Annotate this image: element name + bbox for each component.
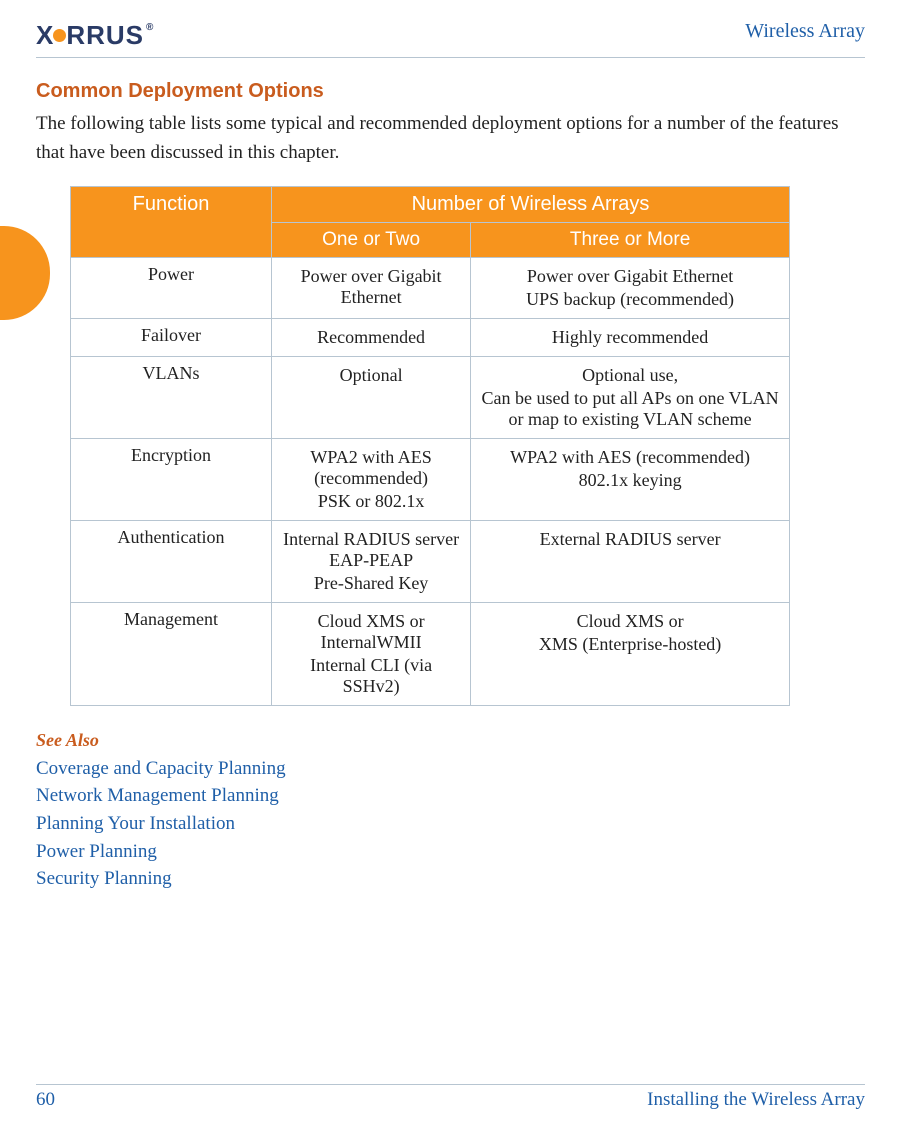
cell-line: Internal RADIUS server EAP-PEAP	[282, 529, 460, 571]
cell-function: Authentication	[71, 520, 272, 602]
see-also-link[interactable]: Network Management Planning	[36, 782, 865, 810]
cell-function: Management	[71, 602, 272, 705]
see-also-links: Coverage and Capacity PlanningNetwork Ma…	[36, 755, 865, 893]
cell-function: Power	[71, 257, 272, 318]
page-side-tab	[0, 226, 50, 320]
brand-prefix: X	[36, 20, 54, 51]
see-also-link[interactable]: Coverage and Capacity Planning	[36, 755, 865, 783]
cell-one-or-two: Recommended	[272, 318, 471, 356]
cell-three-or-more: Optional use,Can be used to put all APs …	[471, 356, 790, 438]
see-also-link[interactable]: Power Planning	[36, 838, 865, 866]
cell-line: Power over Gigabit Ethernet	[481, 266, 779, 287]
cell-line: XMS (Enterprise-hosted)	[481, 634, 779, 655]
table-row: ManagementCloud XMS or InternalWMIIInter…	[71, 602, 790, 705]
see-also-link[interactable]: Security Planning	[36, 865, 865, 893]
cell-function: Encryption	[71, 438, 272, 520]
cell-line: WPA2 with AES (recommended)	[282, 447, 460, 489]
cell-line: PSK or 802.1x	[282, 491, 460, 512]
table-row: AuthenticationInternal RADIUS server EAP…	[71, 520, 790, 602]
cell-one-or-two: Optional	[272, 356, 471, 438]
cell-line: Can be used to put all APs on one VLAN o…	[481, 388, 779, 430]
see-also-link[interactable]: Planning Your Installation	[36, 810, 865, 838]
cell-line: Cloud XMS or InternalWMII	[282, 611, 460, 653]
cell-three-or-more: Cloud XMS orXMS (Enterprise-hosted)	[471, 602, 790, 705]
brand-suffix: RRUS	[66, 20, 144, 51]
see-also-heading: See Also	[36, 730, 865, 751]
cell-line: Optional	[282, 365, 460, 386]
cell-line: Cloud XMS or	[481, 611, 779, 632]
chapter-title: Installing the Wireless Array	[647, 1089, 865, 1111]
table-row: EncryptionWPA2 with AES (recommended)PSK…	[71, 438, 790, 520]
cell-line: Power over Gigabit Ethernet	[282, 266, 460, 308]
page-number: 60	[36, 1089, 55, 1111]
logo-dot-icon	[53, 29, 66, 42]
col-group: Number of Wireless Arrays	[272, 186, 790, 222]
doc-title: Wireless Array	[745, 20, 865, 43]
cell-line: WPA2 with AES (recommended)	[481, 447, 779, 468]
deployment-options-table: Function Number of Wireless Arrays One o…	[70, 186, 790, 706]
cell-line: Highly recommended	[481, 327, 779, 348]
cell-one-or-two: Power over Gigabit Ethernet	[272, 257, 471, 318]
page-header: X RRUS ® Wireless Array	[36, 20, 865, 58]
section-intro: The following table lists some typical a…	[36, 109, 865, 168]
col-three-or-more: Three or More	[471, 222, 790, 257]
cell-three-or-more: WPA2 with AES (recommended)802.1x keying	[471, 438, 790, 520]
cell-one-or-two: Cloud XMS or InternalWMIIInternal CLI (v…	[272, 602, 471, 705]
cell-line: 802.1x keying	[481, 470, 779, 491]
cell-line: Internal CLI (via SSHv2)	[282, 655, 460, 697]
cell-one-or-two: Internal RADIUS server EAP-PEAPPre-Share…	[272, 520, 471, 602]
cell-one-or-two: WPA2 with AES (recommended)PSK or 802.1x	[272, 438, 471, 520]
cell-line: Recommended	[282, 327, 460, 348]
table-row: Failover Recommended Highly recommended	[71, 318, 790, 356]
cell-function: VLANs	[71, 356, 272, 438]
section-heading: Common Deployment Options	[36, 80, 865, 103]
col-one-or-two: One or Two	[272, 222, 471, 257]
registered-icon: ®	[146, 22, 154, 33]
cell-line: Pre-Shared Key	[282, 573, 460, 594]
cell-three-or-more: Power over Gigabit EthernetUPS backup (r…	[471, 257, 790, 318]
cell-three-or-more: Highly recommended	[471, 318, 790, 356]
cell-line: UPS backup (recommended)	[481, 289, 779, 310]
cell-function: Failover	[71, 318, 272, 356]
cell-three-or-more: External RADIUS server	[471, 520, 790, 602]
table-row: VLANs Optional Optional use,Can be used to…	[71, 356, 790, 438]
cell-line: External RADIUS server	[481, 529, 779, 550]
page-footer: 60 Installing the Wireless Array	[36, 1084, 865, 1111]
brand-logo: X RRUS ®	[36, 20, 154, 51]
cell-line: Optional use,	[481, 365, 779, 386]
col-function: Function	[71, 186, 272, 257]
brand-logo-text: X RRUS ®	[36, 20, 154, 51]
table-row: PowerPower over Gigabit EthernetPower ov…	[71, 257, 790, 318]
